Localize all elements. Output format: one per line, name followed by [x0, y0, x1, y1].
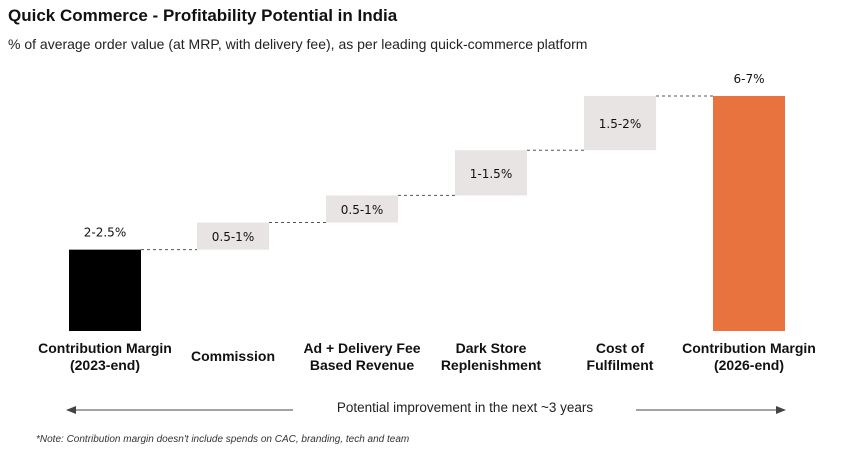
improvement-arrow-label: Potential improvement in the next ~3 yea…	[336, 400, 594, 415]
bar-6	[713, 96, 785, 331]
category-label: Commission	[191, 348, 275, 364]
chart-title: Quick Commerce - Profitability Potential…	[8, 6, 398, 25]
category-label: Ad + Delivery Fee	[303, 340, 420, 356]
category-label: Contribution Margin	[38, 340, 172, 356]
arrow-left-head	[66, 406, 76, 414]
data-label: 0.5-1%	[341, 203, 383, 217]
category-label: Cost of	[596, 340, 645, 356]
bar-4	[455, 150, 527, 196]
bar-2	[197, 222, 269, 250]
data-label: 1.5-2%	[599, 117, 641, 131]
category-label: Based Revenue	[310, 357, 414, 373]
bar-1	[69, 249, 141, 331]
data-label: 2-2.5%	[84, 226, 126, 240]
bar-5	[584, 96, 656, 151]
bar-3	[326, 195, 398, 223]
category-label: Replenishment	[441, 357, 542, 373]
data-label: 6-7%	[733, 72, 764, 86]
category-label: Contribution Margin	[682, 340, 816, 356]
footnote: *Note: Contribution margin doesn't inclu…	[36, 434, 410, 445]
arrow-right-head	[776, 406, 786, 414]
chart-subtitle: % of average order value (at MRP, with d…	[8, 36, 588, 52]
data-label: 1-1.5%	[470, 167, 512, 181]
category-label: (2023-end)	[70, 357, 140, 373]
category-label: Dark Store	[456, 340, 527, 356]
data-label: 0.5-1%	[212, 230, 254, 244]
category-label: Fulfilment	[587, 357, 654, 373]
category-label: (2026-end)	[714, 357, 784, 373]
